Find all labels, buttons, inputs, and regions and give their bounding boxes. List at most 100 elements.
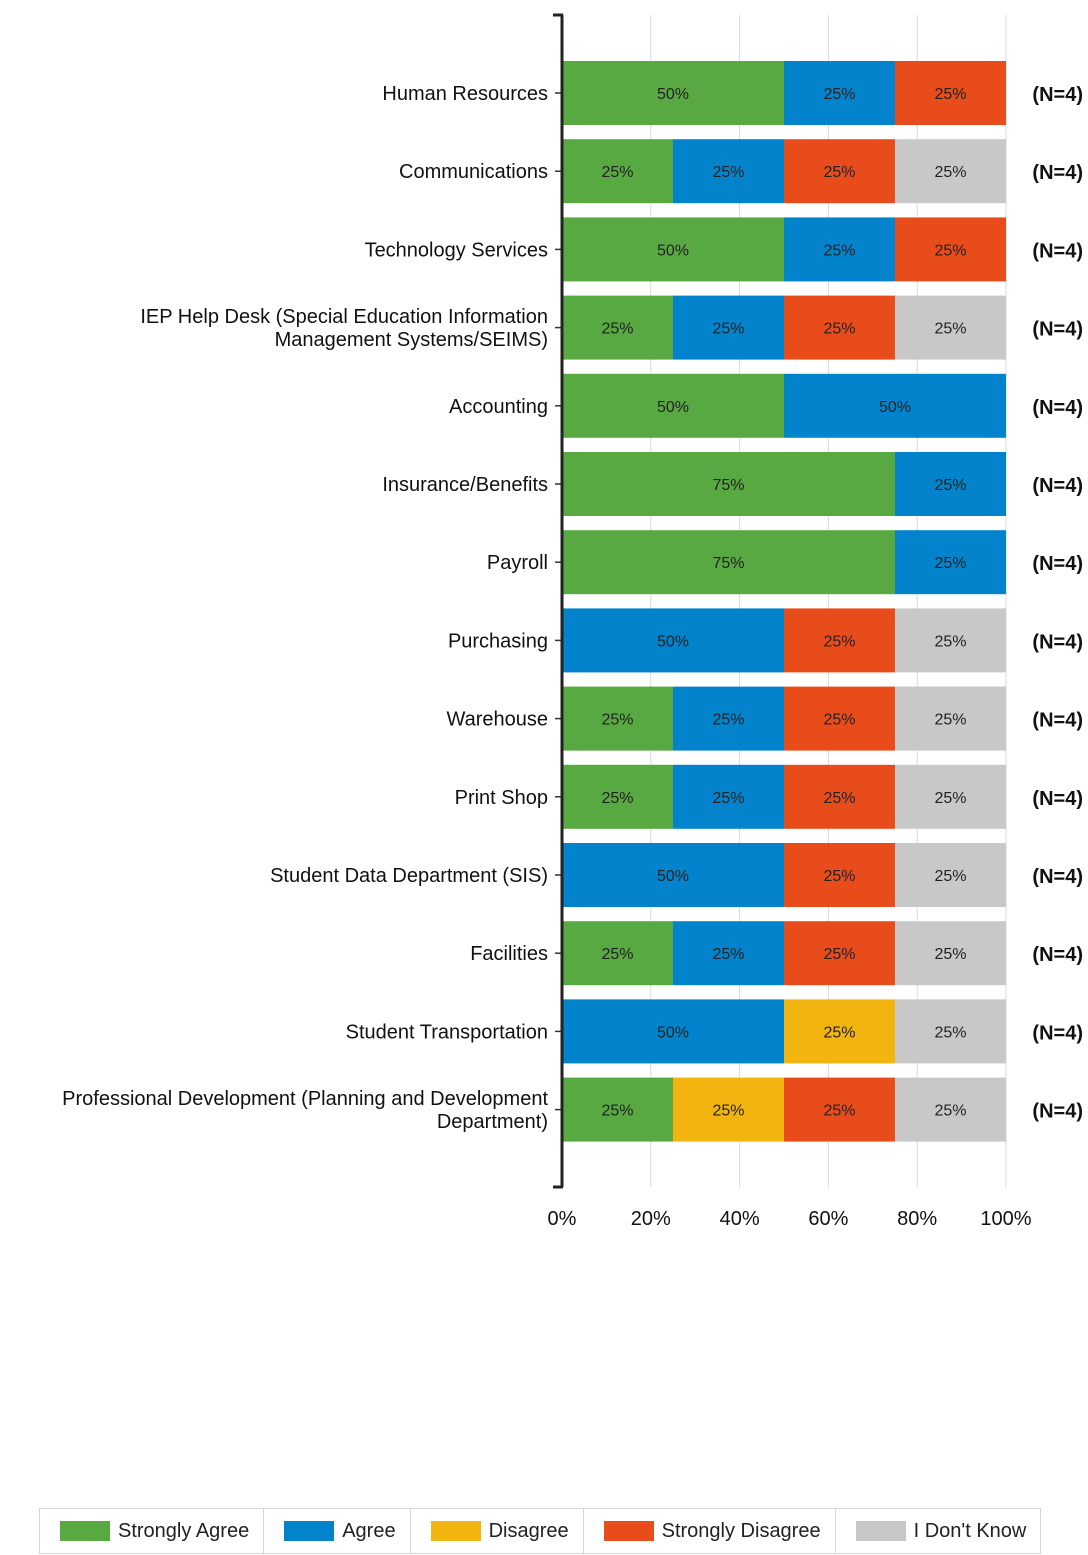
bar-segment — [673, 1077, 784, 1142]
bar-segment — [562, 530, 895, 595]
category-label-line: Warehouse — [446, 709, 548, 731]
bar-segment — [895, 843, 1006, 907]
category-label-line: Communications — [399, 161, 548, 183]
category-label-line: Professional Development (Planning and D… — [62, 1088, 548, 1110]
legend-label-strongly-disagree: Strongly Disagree — [661, 1519, 821, 1542]
n-label: (N=4) — [1032, 475, 1083, 497]
data-label: 25% — [934, 164, 966, 181]
data-label: 25% — [823, 946, 855, 963]
bar-segment — [562, 608, 784, 673]
data-label: 25% — [601, 712, 633, 729]
data-label: 75% — [712, 477, 744, 494]
category-label: Human Resources — [382, 83, 548, 105]
x-tick-label: 60% — [808, 1208, 848, 1230]
bar-segment — [895, 530, 1006, 595]
data-label: 50% — [657, 1024, 689, 1041]
legend-label-agree: Agree — [342, 1519, 396, 1542]
category-label: IEP Help Desk (Special Education Informa… — [140, 306, 548, 351]
n-label: (N=4) — [1032, 788, 1083, 810]
data-label: 25% — [823, 1024, 855, 1041]
category-label-line: IEP Help Desk (Special Education Informa… — [140, 306, 548, 328]
bar-segment — [673, 686, 784, 751]
bar-segment — [562, 295, 673, 360]
legend-item-dont-know: I Don't Know — [836, 1509, 1041, 1553]
data-label: 75% — [712, 555, 744, 572]
n-label: (N=4) — [1032, 553, 1083, 575]
data-label: 25% — [934, 477, 966, 494]
category-label: Student Data Department (SIS) — [270, 865, 548, 887]
data-label: 50% — [657, 86, 689, 103]
category-label: Accounting — [449, 396, 548, 418]
bar-segment — [784, 686, 895, 751]
bar-segment — [784, 608, 895, 673]
data-label: 25% — [934, 86, 966, 103]
bar-segment — [784, 373, 1006, 438]
bar-segment — [562, 452, 895, 516]
bar-segment — [673, 764, 784, 829]
category-label-line: Insurance/Benefits — [382, 474, 548, 496]
legend-swatch-dont-know — [855, 1521, 906, 1541]
legend-label-strongly-agree: Strongly Agree — [118, 1519, 250, 1542]
data-label: 25% — [934, 555, 966, 572]
data-label: 25% — [823, 633, 855, 650]
category-label: Technology Services — [365, 239, 548, 261]
x-tick-label: 40% — [720, 1208, 760, 1230]
n-label: (N=4) — [1032, 84, 1083, 106]
data-label: 25% — [934, 1103, 966, 1120]
data-label: 50% — [657, 633, 689, 650]
bar-segment — [895, 1077, 1006, 1142]
bar-segment — [895, 686, 1006, 751]
data-label: 25% — [823, 321, 855, 338]
legend-item-disagree: Disagree — [411, 1509, 584, 1553]
category-label-line: Print Shop — [455, 787, 548, 809]
bar-segment — [895, 61, 1006, 125]
data-label: 50% — [657, 399, 689, 416]
category-label-line: Accounting — [449, 396, 548, 418]
category-label-line: Payroll — [487, 552, 548, 574]
x-tick-label: 80% — [897, 1208, 937, 1230]
bar-segment — [562, 999, 784, 1064]
bar-segment — [784, 295, 895, 360]
category-label: Warehouse — [446, 709, 548, 731]
data-label: 25% — [823, 242, 855, 259]
data-label: 50% — [879, 399, 911, 416]
legend-item-strongly-agree: Strongly Agree — [40, 1509, 265, 1553]
category-label: Purchasing — [448, 630, 548, 652]
bar-segment — [784, 139, 895, 204]
category-label-line: Management Systems/SEIMS) — [275, 329, 548, 351]
data-label: 25% — [712, 790, 744, 807]
data-label: 25% — [712, 164, 744, 181]
data-label: 25% — [823, 712, 855, 729]
bar-segment — [895, 452, 1006, 516]
legend-label-disagree: Disagree — [488, 1519, 569, 1542]
n-label: (N=4) — [1032, 710, 1083, 732]
legend-label-dont-know: I Don't Know — [913, 1519, 1027, 1542]
bar-segment — [895, 295, 1006, 360]
bar-segment — [562, 139, 673, 204]
bar-segment — [784, 217, 895, 282]
legend-item-strongly-disagree: Strongly Disagree — [584, 1509, 836, 1553]
data-label: 25% — [934, 712, 966, 729]
bar-segment — [562, 217, 784, 282]
category-label-line: Department) — [437, 1111, 548, 1133]
n-label: (N=4) — [1032, 397, 1083, 419]
bar-segment — [562, 373, 784, 438]
data-label: 50% — [657, 242, 689, 259]
category-label-line: Student Transportation — [346, 1021, 548, 1043]
category-label-line: Facilities — [470, 943, 548, 965]
category-label-line: Technology Services — [365, 239, 548, 261]
legend-item-agree: Agree — [264, 1509, 411, 1553]
bar-segment — [895, 764, 1006, 829]
bar-segment — [784, 843, 895, 907]
bar-segment — [673, 139, 784, 204]
bar-segment — [784, 1077, 895, 1142]
legend-swatch-disagree — [430, 1521, 481, 1541]
category-label: Student Transportation — [346, 1021, 548, 1043]
data-label: 25% — [823, 164, 855, 181]
data-label: 25% — [601, 164, 633, 181]
data-label: 25% — [823, 86, 855, 103]
data-label: 25% — [601, 1103, 633, 1120]
data-label: 25% — [823, 790, 855, 807]
x-tick-label: 0% — [548, 1208, 577, 1230]
bar-segment — [895, 139, 1006, 204]
